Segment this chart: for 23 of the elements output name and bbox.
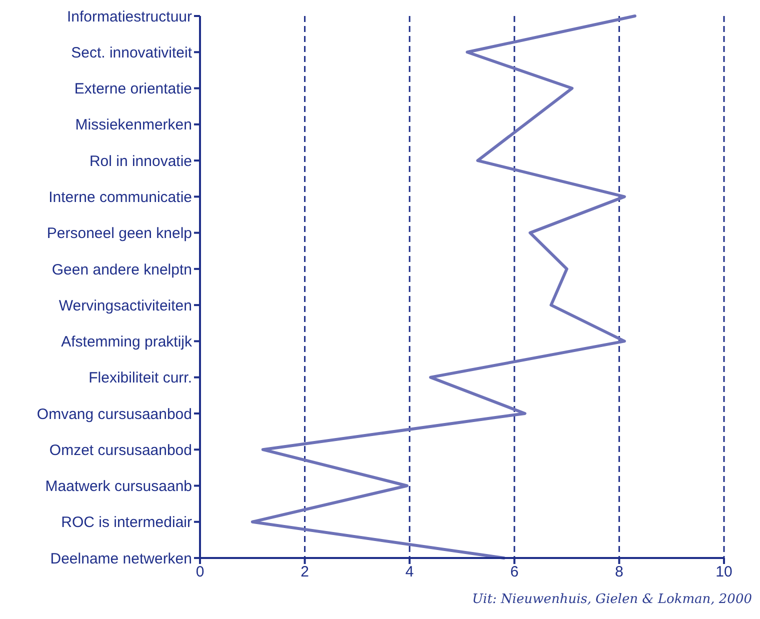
x-tick-label: 4 [405,564,414,581]
y-tick-label: Informatiestructuur [66,8,192,26]
x-tick-label: 6 [510,564,519,581]
y-tick-label: Maatwerk cursusaanb [45,478,192,496]
y-tick-label: Externe orientatie [74,80,192,98]
text: Uit: Nieuwenhuis, Gielen & Lokman, 2000 [471,592,752,607]
y-tick-label: Deelname netwerken [50,550,192,568]
y-tick-label: Flexibiliteit curr. [88,370,192,387]
y-tick-label: Missiekenmerken [75,116,192,134]
x-tick-label: 0 [196,564,204,581]
x-tick-label: 2 [300,564,309,581]
x-tick-label: 10 [716,564,732,581]
y-tick-label: Omzet cursusaanbod [49,442,192,459]
x-tick-label: 8 [615,564,624,581]
y-tick-label: Wervingsactiviteiten [58,297,192,314]
y-tick-label: Sect. innovativiteit [71,44,193,62]
y-tick-label: Geen andere knelptn [52,261,192,278]
y-tick-label: Personeel geen knelp [46,225,192,242]
y-tick-label: Afstemming praktijk [61,334,192,351]
y-tick-label: ROC is intermediair [61,514,192,532]
y-tick-label: Omvang cursusaanbod [36,406,192,423]
y-tick-label: Rol in innovatie [89,152,192,170]
y-tick-label: Interne communicatie [48,188,192,206]
